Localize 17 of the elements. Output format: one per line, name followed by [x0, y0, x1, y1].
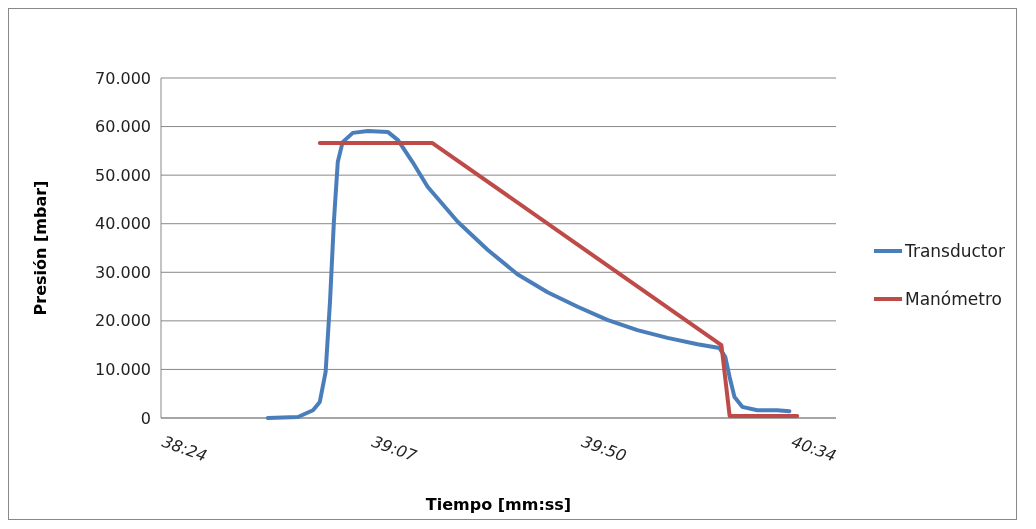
x-tick-label: 40:34 [788, 431, 839, 466]
legend-label: Transductor [904, 240, 1005, 261]
y-tick-label: 20.000 [95, 311, 151, 331]
line-series [265, 128, 792, 420]
x-axis-title: Tiempo [mm:ss] [425, 495, 572, 514]
y-tick-label: 50.000 [95, 165, 151, 185]
y-axis-title: Presión [mbar] [31, 180, 50, 316]
y-tick-label: 10.000 [95, 360, 151, 380]
y-tick-label: 70.000 [95, 68, 151, 88]
y-tick-label: 60.000 [95, 117, 151, 137]
y-tick-label: 30.000 [95, 262, 151, 282]
x-tick-label: 38:24 [159, 431, 210, 466]
y-tick-label: 40.000 [95, 214, 151, 234]
legend-label: Manómetro [905, 288, 1002, 309]
x-tick-label: 39:50 [579, 431, 630, 466]
x-tick-label: 39:07 [369, 431, 421, 466]
y-tick-label: 0 [140, 408, 151, 428]
